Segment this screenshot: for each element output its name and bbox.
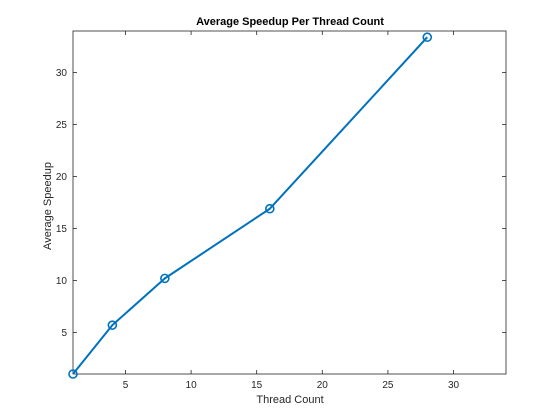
x-tick-label: 25 <box>382 380 394 391</box>
series-line <box>72 36 429 375</box>
x-tick-label: 20 <box>317 380 329 391</box>
x-tick-label: 10 <box>186 380 198 391</box>
y-axis-ticks: 5 10 15 20 25 30 <box>56 68 506 339</box>
y-tick-label: 10 <box>56 276 68 287</box>
chart-title: Average Speedup Per Thread Count <box>196 16 384 28</box>
data-point-marker <box>422 32 433 43</box>
data-point-marker <box>107 320 118 330</box>
y-tick-label: 5 <box>61 328 67 339</box>
y-tick-label: 20 <box>56 172 68 183</box>
series-layer <box>68 32 433 379</box>
x-axis-ticks: 5 10 15 20 25 30 <box>123 31 460 391</box>
x-tick-label: 30 <box>448 380 460 391</box>
y-tick-label: 30 <box>56 68 68 79</box>
plot-area-frame <box>72 30 507 375</box>
y-axis-label: Average Speedup <box>42 162 54 250</box>
y-tick-label: 25 <box>56 120 68 131</box>
data-point-marker <box>265 203 275 214</box>
x-axis-label: Thread Count <box>256 394 323 406</box>
x-tick-label: 15 <box>251 380 263 391</box>
y-tick-label: 15 <box>56 224 68 235</box>
data-point-marker <box>160 273 170 284</box>
x-tick-label: 5 <box>123 380 129 391</box>
data-point-marker <box>68 369 78 379</box>
